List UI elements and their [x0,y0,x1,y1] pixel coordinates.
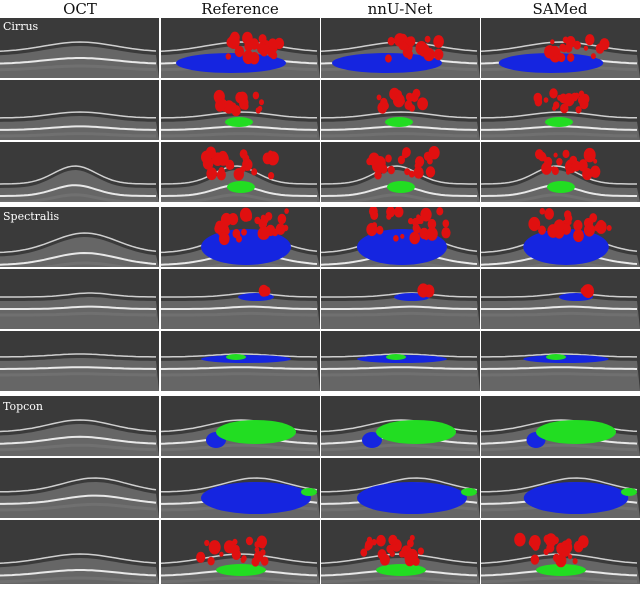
oct-scan-image [321,396,480,456]
oct-tile [161,269,320,329]
oct-tile [481,18,640,78]
oct-tile [0,142,159,202]
oct-tile [0,18,159,78]
oct-tile [0,331,159,391]
oct-tile [161,396,320,456]
oct-tile [321,18,480,78]
oct-scan-image [0,80,159,140]
oct-scan-image [481,80,640,140]
oct-scan-image [161,269,320,329]
oct-scan-image [161,18,320,78]
oct-scan-image [481,269,640,329]
oct-scan-image [161,520,320,584]
column-header-reference: Reference [201,0,279,18]
oct-scan-image [321,331,480,391]
column-header-samed: SAMed [532,0,588,18]
device-label-cirrus: Cirrus [3,20,39,33]
oct-tile [161,458,320,518]
oct-tile [0,458,159,518]
oct-tile [161,207,320,267]
oct-scan-image [321,520,480,584]
oct-tile [321,520,480,584]
oct-tile [161,520,320,584]
oct-scan-image [321,80,480,140]
oct-tile [481,269,640,329]
oct-scan-image [481,396,640,456]
oct-scan-image [481,458,640,518]
oct-tile [0,396,159,456]
oct-tile [481,520,640,584]
oct-scan-image [161,458,320,518]
oct-tile [321,396,480,456]
oct-tile [321,458,480,518]
oct-tile [481,207,640,267]
oct-tile [321,331,480,391]
oct-tile [481,80,640,140]
oct-tile [321,142,480,202]
oct-scan-image [321,18,480,78]
oct-scan-image [161,396,320,456]
oct-scan-image [481,142,640,202]
oct-tile [321,269,480,329]
oct-scan-image [481,207,640,267]
oct-scan-image [0,520,159,584]
oct-scan-image [0,269,159,329]
device-label-spectralis: Spectralis [3,210,60,223]
oct-tile [321,80,480,140]
caption-area [0,588,640,604]
oct-tile [0,520,159,584]
oct-scan-image [481,331,640,391]
oct-scan-image [161,331,320,391]
oct-scan-image [321,207,480,267]
oct-scan-image [481,18,640,78]
oct-tile [481,458,640,518]
oct-tile [481,396,640,456]
oct-scan-image [161,80,320,140]
oct-tile [0,269,159,329]
oct-scan-image [321,458,480,518]
oct-scan-image [0,207,159,267]
oct-tile [161,80,320,140]
oct-scan-image [0,142,159,202]
oct-tile [0,207,159,267]
device-label-topcon: Topcon [3,400,44,413]
oct-tile [481,142,640,202]
group-separator [0,204,640,207]
oct-scan-image [161,207,320,267]
group-separator [0,393,640,396]
oct-tile [161,142,320,202]
oct-scan-image [0,396,159,456]
oct-scan-image [321,142,480,202]
oct-tile [161,331,320,391]
column-header-oct: OCT [63,0,97,18]
oct-tile [161,18,320,78]
oct-scan-image [321,269,480,329]
oct-scan-image [0,458,159,518]
oct-scan-image [161,142,320,202]
oct-scan-image [481,520,640,584]
oct-tile [321,207,480,267]
column-header-nnunet: nnU-Net [367,0,433,18]
oct-tile [0,80,159,140]
oct-scan-image [0,18,159,78]
oct-scan-image [0,331,159,391]
oct-tile [481,331,640,391]
